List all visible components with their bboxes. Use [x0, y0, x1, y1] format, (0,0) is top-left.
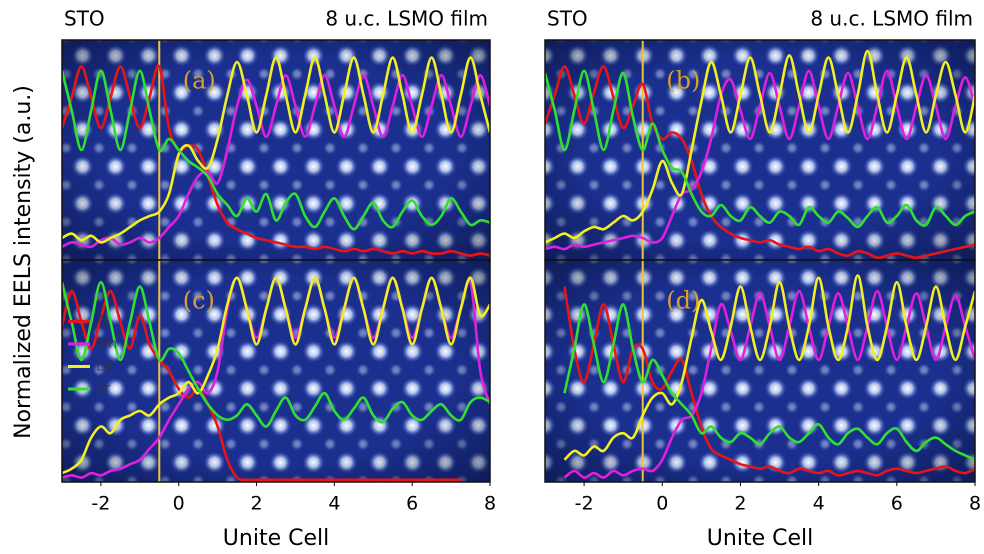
x-axis-label: Unite Cell: [223, 526, 329, 551]
x-tick-label: 0: [656, 493, 668, 515]
panel-frame: [544, 259, 976, 483]
x-tick-label: 4: [328, 493, 340, 515]
panel: [62, 260, 490, 482]
x-tick-label: 2: [734, 493, 746, 515]
eels-line: [62, 289, 461, 482]
eels-line: [62, 73, 490, 249]
x-tick-label: 2: [250, 493, 262, 515]
x-tick-label: 8: [969, 493, 981, 515]
eels-line: [545, 69, 975, 251]
column-header: 8 u.c. LSMO film: [810, 7, 973, 31]
eels-line: [62, 56, 490, 244]
panel: [62, 40, 490, 260]
legend-label: Ti: [95, 314, 108, 330]
x-tick-label: 6: [406, 493, 418, 515]
panel-label: (b): [666, 67, 700, 95]
x-tick-label: -2: [91, 493, 110, 515]
legend-label: Mn: [96, 336, 117, 352]
legend-label: Sr: [96, 381, 111, 397]
column-header: 8 u.c. LSMO film: [325, 7, 488, 31]
x-tick-label: 0: [173, 493, 185, 515]
eels-line: [545, 65, 975, 260]
eels-line: [563, 303, 975, 461]
legend-label: La: [96, 359, 112, 375]
x-tick-label: 6: [891, 493, 903, 515]
y-axis-label: Normalized EELS intensity (a.u.): [11, 85, 36, 439]
panel: [545, 260, 975, 482]
x-tick-label: -2: [575, 493, 594, 515]
eels-line: [62, 69, 490, 231]
panel-label: (d): [666, 287, 700, 315]
x-tick-label: 8: [484, 493, 496, 515]
x-tick-label: 4: [813, 493, 825, 515]
column-header: STO: [64, 7, 105, 31]
column-header: STO: [547, 7, 588, 31]
eels-line: [545, 69, 975, 229]
eels-line: [62, 280, 490, 428]
x-axis-label: Unite Cell: [707, 526, 813, 551]
eels-line: [545, 49, 975, 244]
panel-frame: [61, 259, 491, 483]
eels-line: [62, 64, 490, 257]
panel-label: (c): [183, 287, 215, 315]
stem-vignette: [545, 40, 975, 260]
eels-line: [62, 276, 490, 475]
stem-vignette: [62, 260, 490, 482]
panel: [545, 40, 975, 260]
panel-label: (a): [183, 67, 216, 95]
eels-line: [563, 274, 975, 461]
